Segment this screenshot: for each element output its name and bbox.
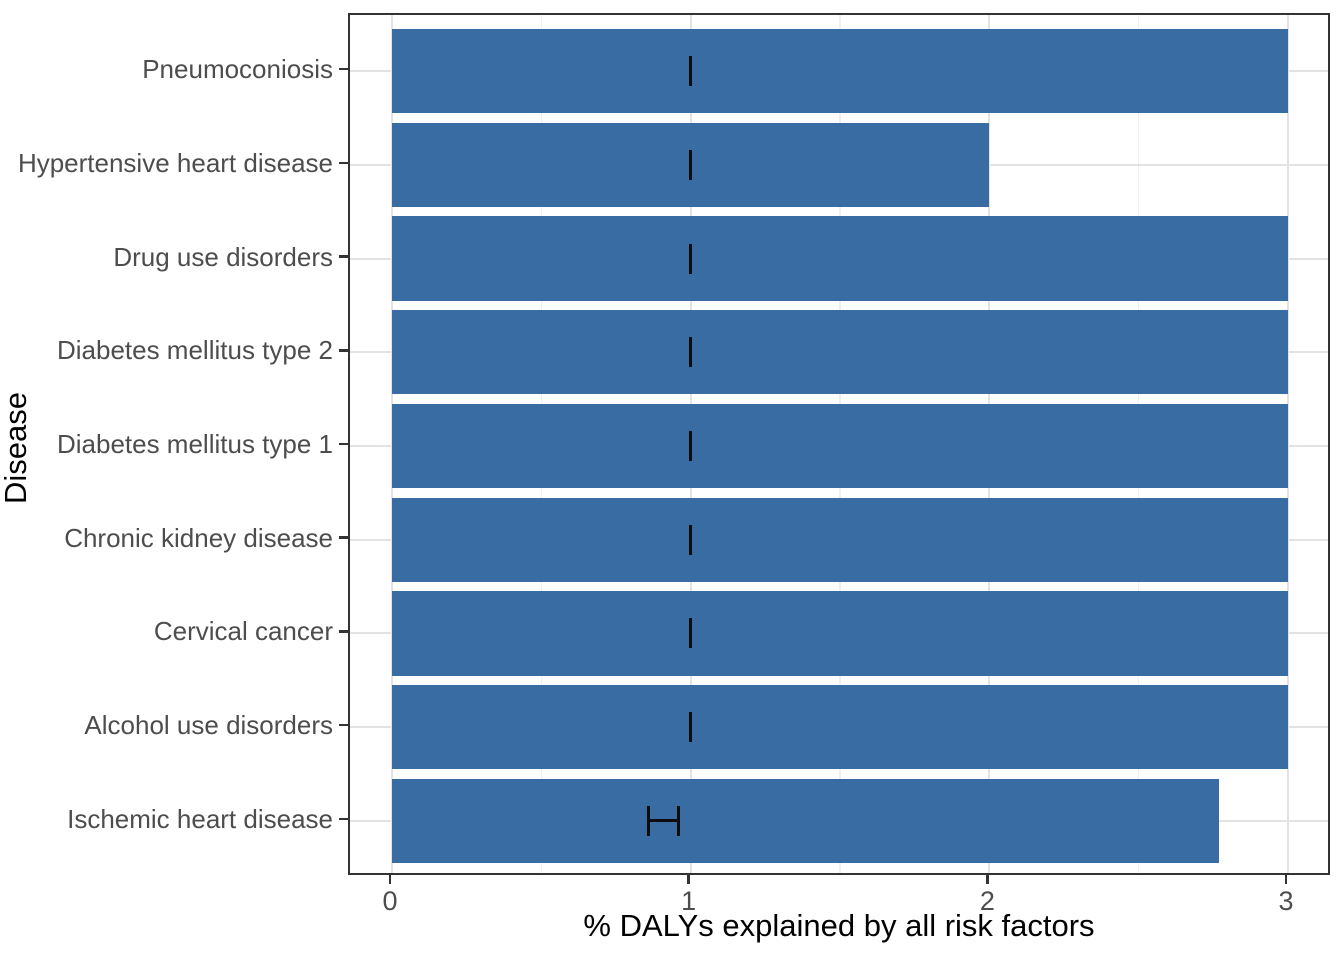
bar [392,310,1288,395]
y-tick-mark [339,255,348,258]
y-tick-mark [339,536,348,539]
y-tick-label: Pneumoconiosis [142,54,333,85]
x-tick-mark [986,875,989,884]
x-tick-label: 2 [979,886,995,916]
x-tick-label: 1 [681,886,697,916]
y-tick-label: Cervical cancer [153,616,333,647]
error-bar-line [648,819,679,823]
bar [392,216,1288,301]
error-bar-cap [689,337,693,368]
y-tick-label: Drug use disorders [113,241,333,272]
x-axis-title: % DALYs explained by all risk factors [583,908,1095,943]
x-tick-label: 0 [382,886,398,916]
error-bar-cap [689,524,693,555]
y-tick-label: Hypertensive heart disease [17,147,333,178]
y-tick-mark [339,817,348,821]
plot-panel [348,13,1330,875]
y-axis: Pneumoconiosis Hypertensive heart disease… [0,13,348,875]
y-tick-mark [339,723,348,727]
x-tick-label: 3 [1278,886,1294,916]
error-bar-cap [677,805,681,836]
y-tick-mark [339,442,348,446]
y-tick-mark [339,349,348,352]
error-bar-cap [689,56,693,87]
bar [392,778,1220,863]
x-axis: 0 1 2 3 [348,875,1330,935]
error-bar-cap [689,431,693,461]
x-tick-mark [1284,875,1288,884]
bar [392,684,1288,770]
y-tick-mark [339,67,348,71]
y-tick-label: Diabetes mellitus type 2 [56,335,333,366]
error-bar-cap [689,243,693,274]
v-gridline-major [1287,15,1289,873]
y-tick-label: Chronic kidney disease [64,522,333,553]
error-bar-cap [689,149,693,180]
error-bar-cap [647,805,651,836]
y-tick-label: Ischemic heart disease [67,803,333,834]
bar [392,29,1288,114]
y-tick-mark [339,630,348,633]
bar [392,591,1288,676]
x-tick-mark [388,875,392,884]
y-tick-label: Alcohol use disorders [84,710,333,741]
x-tick-mark [687,875,690,884]
error-bar-cap [689,712,693,743]
y-tick-label: Diabetes mellitus type 1 [56,429,333,459]
bar [392,403,1288,489]
error-bar-cap [689,618,693,649]
y-tick-mark [339,161,348,165]
bar [392,497,1288,582]
